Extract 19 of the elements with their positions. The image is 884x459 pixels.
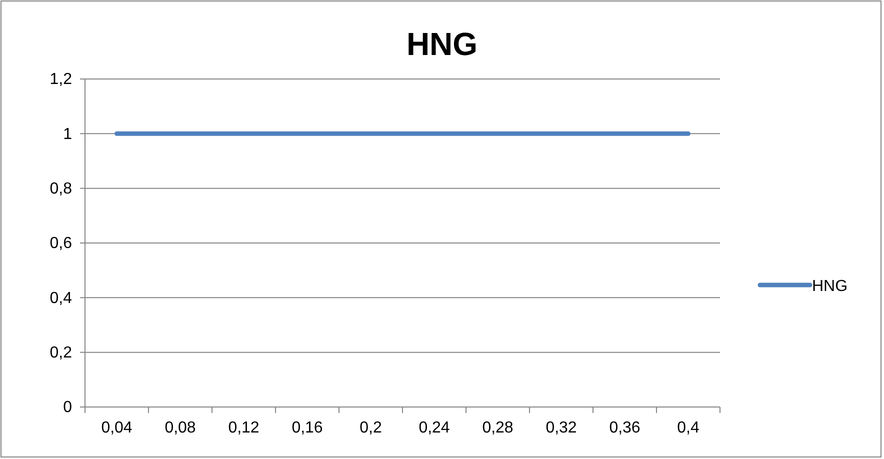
y-tick-label: 0,6	[50, 235, 72, 252]
y-tick-label: 0,4	[50, 290, 72, 307]
y-tick-label: 0,2	[50, 344, 72, 362]
legend-label: HNG	[812, 278, 848, 295]
x-tick-label: 0,08	[164, 419, 196, 436]
x-tick-label: 0,2	[360, 419, 382, 436]
y-tick-label: 0	[63, 399, 72, 416]
x-tick-label: 0,28	[482, 419, 514, 436]
y-tick-label: 0,8	[50, 180, 72, 198]
x-tick-label: 0,24	[418, 419, 450, 436]
x-tick-label: 0,36	[609, 419, 640, 436]
x-tick-label: 0,04	[101, 419, 132, 436]
x-tick-label: 0,16	[292, 419, 323, 436]
x-tick-label: 0,4	[677, 419, 700, 436]
chart-title: HNG	[406, 26, 478, 62]
y-tick-label: 1,2	[50, 71, 72, 88]
y-tick-label: 1	[63, 126, 72, 143]
x-tick-label: 0,32	[546, 419, 577, 436]
x-tick-label: 0,12	[228, 419, 260, 436]
